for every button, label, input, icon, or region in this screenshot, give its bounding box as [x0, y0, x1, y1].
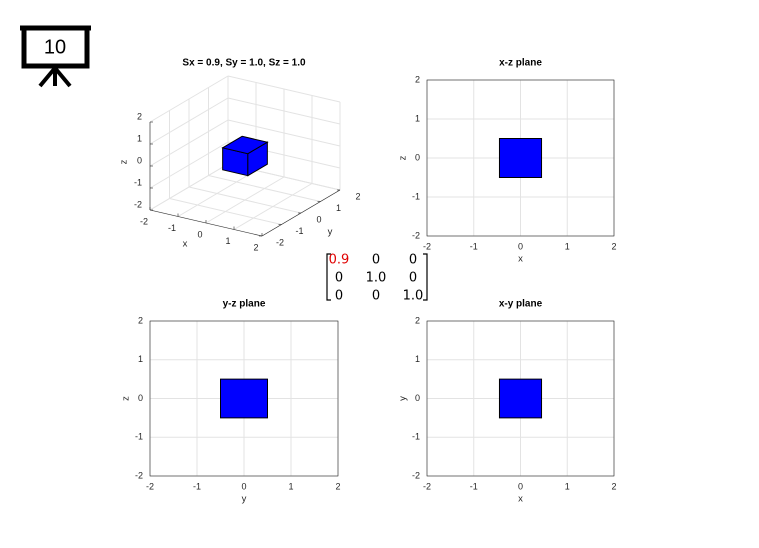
- y-tick-label: 2: [415, 74, 420, 84]
- matrix-cell: 1.0: [366, 271, 387, 286]
- matrix: 0.9 0 0 0 1.0 0 0 0 1.0: [326, 253, 428, 304]
- x-tick-label: 1: [288, 481, 293, 491]
- y-tick-label: -2: [412, 470, 420, 480]
- slide-icon: 10: [20, 25, 91, 88]
- matrix-cell: 1.0: [403, 289, 424, 304]
- y-tick-label: -1: [135, 432, 143, 442]
- y-axis-label: y: [398, 396, 409, 401]
- grid-line: [149, 119, 229, 167]
- z-tick-label: 0: [137, 155, 142, 165]
- matrix-cell: 0: [335, 289, 343, 304]
- y-tick-label: 1: [336, 203, 341, 213]
- grid-line: [149, 163, 229, 211]
- y-axis-label: z: [398, 155, 409, 160]
- x-tick-label: 1: [565, 481, 570, 491]
- grid-line: [227, 97, 341, 125]
- z-tick-label: 2: [137, 111, 142, 121]
- grid-line: [188, 186, 302, 214]
- shape: [498, 378, 543, 419]
- x-tick-label: 0: [197, 229, 202, 239]
- x-tick-label: 2: [253, 242, 258, 252]
- slide-number: 10: [44, 36, 66, 58]
- x-axis-label: x: [518, 254, 523, 265]
- grid-line: [227, 119, 341, 147]
- matrix-cell: 0: [335, 271, 343, 286]
- grid-line: [149, 75, 229, 123]
- x-tick-label: -2: [146, 481, 154, 491]
- chart-title: x-z plane: [499, 58, 542, 69]
- grid-line: [169, 198, 282, 225]
- x-axis-label: y: [242, 494, 247, 505]
- y-axis-label: y: [328, 227, 333, 238]
- y-tick-label: 2: [138, 315, 143, 325]
- stand: [38, 66, 57, 88]
- y-axis-label: z: [121, 396, 132, 401]
- matrix-cell: 0: [372, 253, 380, 268]
- x-tick-label: -2: [423, 241, 431, 251]
- y-tick-label: 0: [415, 152, 420, 162]
- grid-line: [208, 175, 321, 202]
- y-tick-label: 0: [316, 214, 321, 224]
- x-tick-label: 2: [611, 481, 616, 491]
- x-tick-label: -2: [423, 481, 431, 491]
- x-tick-label: -1: [168, 223, 176, 233]
- shape: [498, 138, 543, 178]
- grid-line: [149, 97, 229, 145]
- x-tick-label: -1: [470, 481, 478, 491]
- x-tick-label: 0: [518, 241, 523, 251]
- chart-title: Sx = 0.9, Sy = 1.0, Sz = 1.0: [182, 58, 306, 69]
- y-tick-label: -2: [276, 237, 284, 247]
- y-tick-label: 1: [415, 113, 420, 123]
- x-tick-label: 1: [565, 241, 570, 251]
- y-tick-label: 2: [355, 191, 360, 201]
- y-tick-label: -2: [412, 230, 420, 240]
- y-tick-label: -2: [135, 470, 143, 480]
- grid-line: [149, 141, 229, 189]
- stand: [53, 66, 72, 88]
- x-tick-label: -1: [470, 241, 478, 251]
- shape: [220, 378, 268, 419]
- matrix-cell: 0: [409, 271, 417, 286]
- y-tick-label: -1: [295, 226, 303, 236]
- axes-box: [426, 79, 615, 237]
- chart-title: y-z plane: [223, 299, 266, 310]
- z-tick-label: -2: [134, 199, 142, 209]
- y-tick-label: 1: [415, 354, 420, 364]
- x-tick-label: -1: [193, 481, 201, 491]
- bracket: [423, 253, 428, 301]
- x-tick-label: 1: [225, 236, 230, 246]
- matrix-cell: 0: [409, 253, 417, 268]
- chart-title: x-y plane: [499, 299, 543, 310]
- matrix-cell: 0: [372, 289, 380, 304]
- y-tick-label: 2: [415, 315, 420, 325]
- z-tick-label: 1: [137, 133, 142, 143]
- y-tick-label: -1: [412, 432, 420, 442]
- y-tick-label: -1: [412, 191, 420, 201]
- z-tick-label: -1: [134, 177, 142, 187]
- cube-face-top: [221, 135, 269, 155]
- x-tick-label: 0: [518, 481, 523, 491]
- x-tick-label: -2: [140, 216, 148, 226]
- y-tick-label: 0: [415, 393, 420, 403]
- matrix-cell: 0.9: [329, 253, 350, 268]
- x-tick-label: 2: [335, 481, 340, 491]
- x-tick-label: 0: [241, 481, 246, 491]
- x-axis-label: x: [518, 494, 523, 505]
- bracket: [326, 253, 331, 301]
- axes-box: [149, 320, 339, 477]
- y-tick-label: 1: [138, 354, 143, 364]
- y-tick-label: 0: [138, 393, 143, 403]
- x-axis-label: x: [183, 239, 188, 250]
- x-tick-label: 2: [611, 241, 616, 251]
- grid-line: [227, 75, 341, 103]
- z-axis-label: z: [119, 159, 130, 164]
- axes-box: [426, 320, 615, 477]
